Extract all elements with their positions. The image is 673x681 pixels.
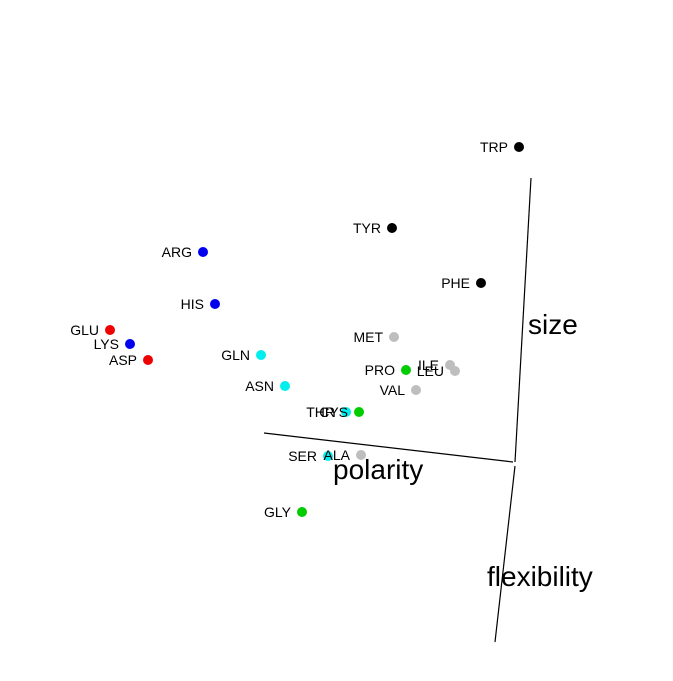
point-thr xyxy=(341,407,351,417)
point-gln xyxy=(256,350,266,360)
point-ser xyxy=(323,451,333,461)
point-trp xyxy=(514,142,524,152)
point-label-ala: ALA xyxy=(324,447,351,463)
point-label-trp: TRP xyxy=(480,139,508,155)
point-glu xyxy=(105,325,115,335)
point-arg xyxy=(198,247,208,257)
point-label-arg: ARG xyxy=(162,244,192,260)
point-label-his: HIS xyxy=(181,296,204,312)
point-label-gly: GLY xyxy=(264,504,292,520)
point-met xyxy=(389,332,399,342)
point-his xyxy=(210,299,220,309)
point-label-asn: ASN xyxy=(245,378,274,394)
point-cys xyxy=(354,407,364,417)
point-gly xyxy=(297,507,307,517)
flexibility-axis-label: flexibility xyxy=(487,561,593,592)
point-label-pro: PRO xyxy=(365,362,395,378)
point-label-ser: SER xyxy=(288,448,317,464)
point-phe xyxy=(476,278,486,288)
point-tyr xyxy=(387,223,397,233)
point-label-phe: PHE xyxy=(441,275,470,291)
point-label-met: MET xyxy=(353,329,383,345)
flexibility-axis-line xyxy=(494,465,516,643)
polarity-axis-label: polarity xyxy=(333,454,423,485)
size-axis-line xyxy=(514,177,532,463)
point-label-cys: CYS xyxy=(319,404,348,420)
point-label-tyr: TYR xyxy=(353,220,381,236)
point-label-val: VAL xyxy=(380,382,406,398)
point-val xyxy=(411,385,421,395)
point-lys xyxy=(125,339,135,349)
point-label-glu: GLU xyxy=(70,322,99,338)
point-asp xyxy=(143,355,153,365)
axes-group: size polarity flexibility xyxy=(263,177,593,643)
point-label-leu: LEU xyxy=(417,363,444,379)
polarity-axis-line xyxy=(263,432,514,463)
size-axis-label: size xyxy=(528,309,578,340)
point-ala xyxy=(356,450,366,460)
point-label-asp: ASP xyxy=(109,352,137,368)
point-leu xyxy=(450,366,460,376)
point-asn xyxy=(280,381,290,391)
point-label-gln: GLN xyxy=(221,347,250,363)
point-label-lys: LYS xyxy=(94,336,119,352)
point-pro xyxy=(401,365,411,375)
point-label-thr: THR xyxy=(306,404,335,420)
point-label-ile: ILE xyxy=(418,357,439,373)
